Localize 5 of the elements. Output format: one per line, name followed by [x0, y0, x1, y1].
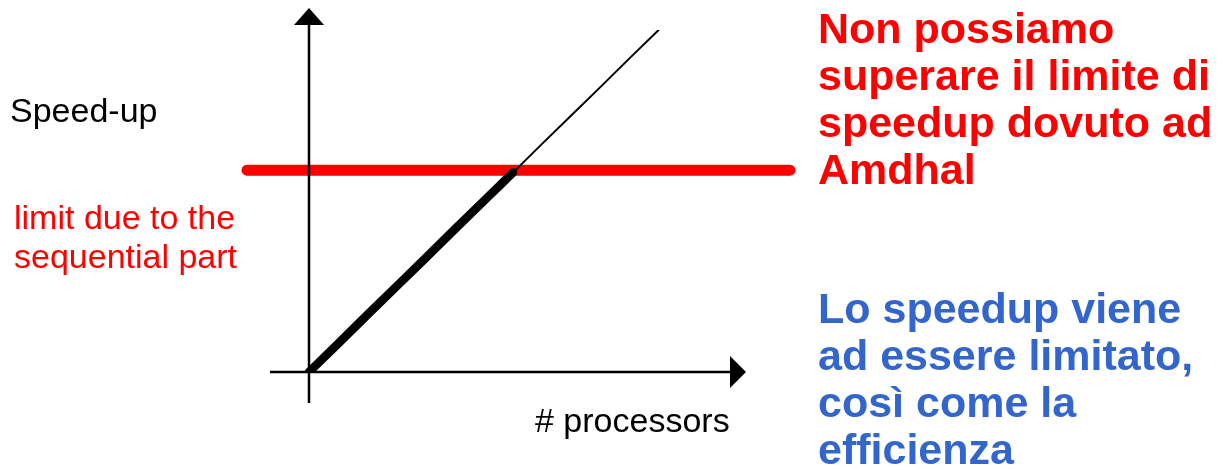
ref-line-label: limit due to the sequential part	[14, 198, 239, 277]
y-axis-title: Speed-up	[10, 91, 158, 130]
text: Non possiamo superare il limite di speedup dovuto ad Amdhal	[818, 4, 1214, 193]
x-axis-title: # processors	[535, 401, 730, 440]
text: Lo speedup viene ad essere limitato, così come la efficienza	[818, 284, 1195, 470]
